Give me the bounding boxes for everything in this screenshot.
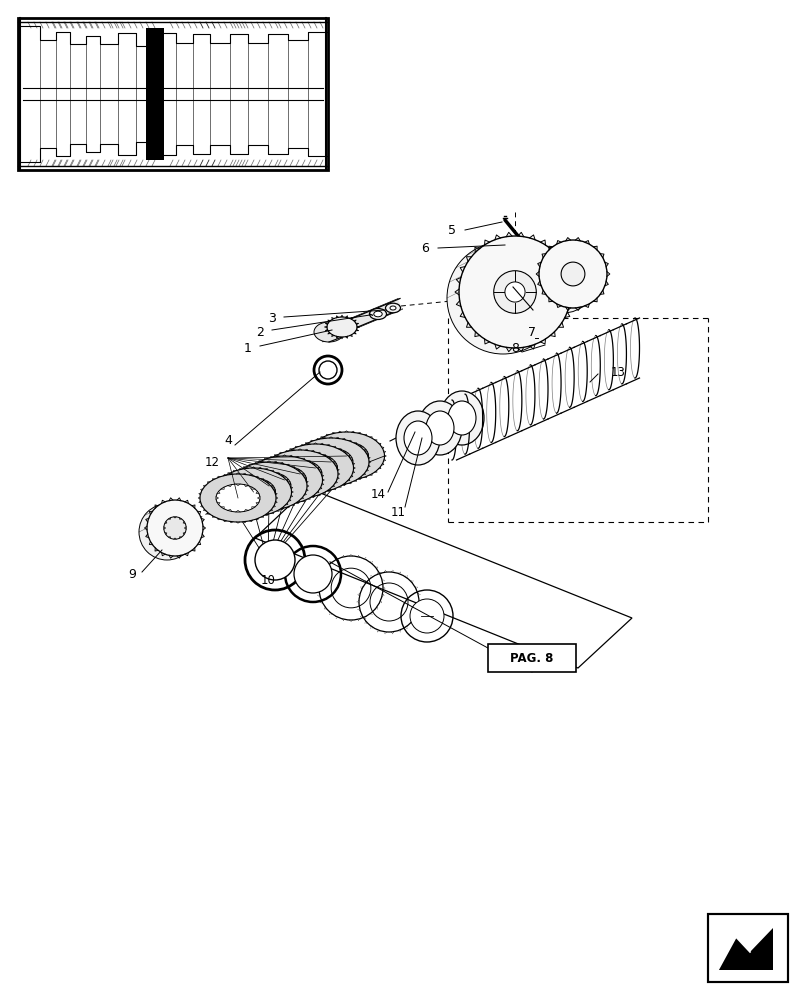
Bar — [18, 18, 328, 170]
Text: 9: 9 — [128, 568, 135, 581]
Ellipse shape — [247, 472, 290, 500]
Ellipse shape — [255, 540, 294, 580]
Text: 4: 4 — [224, 434, 232, 446]
Text: 7: 7 — [527, 326, 535, 338]
Text: 5: 5 — [448, 224, 456, 236]
Ellipse shape — [293, 438, 368, 486]
Ellipse shape — [426, 411, 453, 445]
Polygon shape — [320, 299, 401, 341]
Text: 14: 14 — [370, 488, 385, 502]
Ellipse shape — [308, 432, 384, 480]
Ellipse shape — [262, 450, 337, 498]
Ellipse shape — [324, 442, 368, 470]
Text: 12: 12 — [204, 456, 219, 468]
Ellipse shape — [396, 411, 440, 465]
Bar — [707, 914, 787, 982]
Ellipse shape — [216, 484, 260, 512]
Text: 3: 3 — [268, 312, 276, 324]
Ellipse shape — [418, 401, 461, 455]
Text: 11: 11 — [390, 505, 405, 518]
Ellipse shape — [200, 474, 276, 522]
Ellipse shape — [231, 478, 275, 506]
Ellipse shape — [277, 444, 353, 492]
Text: 13: 13 — [610, 365, 624, 378]
Ellipse shape — [385, 303, 400, 313]
Ellipse shape — [247, 456, 322, 504]
Ellipse shape — [147, 500, 203, 556]
Text: 2: 2 — [255, 326, 264, 338]
Ellipse shape — [215, 468, 291, 516]
Ellipse shape — [293, 454, 337, 482]
Bar — [18, 18, 328, 170]
Ellipse shape — [440, 391, 483, 445]
Ellipse shape — [164, 517, 186, 539]
Text: 10: 10 — [260, 573, 275, 586]
Ellipse shape — [493, 271, 535, 313]
Text: 6: 6 — [421, 241, 428, 254]
Ellipse shape — [277, 460, 322, 488]
Bar — [146, 28, 164, 160]
Ellipse shape — [139, 504, 195, 560]
Ellipse shape — [458, 236, 570, 348]
Ellipse shape — [528, 245, 596, 313]
Ellipse shape — [404, 421, 431, 455]
Bar — [487, 644, 575, 672]
Ellipse shape — [446, 242, 558, 354]
Bar — [707, 914, 787, 982]
Polygon shape — [717, 928, 772, 970]
Ellipse shape — [314, 322, 344, 342]
Ellipse shape — [309, 448, 353, 476]
Text: 8: 8 — [510, 342, 518, 355]
Ellipse shape — [539, 240, 607, 308]
Ellipse shape — [504, 282, 525, 302]
Ellipse shape — [369, 308, 386, 320]
Ellipse shape — [448, 401, 475, 435]
Ellipse shape — [319, 361, 337, 379]
Ellipse shape — [389, 306, 396, 310]
Ellipse shape — [560, 262, 584, 286]
Ellipse shape — [327, 317, 357, 337]
Ellipse shape — [294, 555, 332, 593]
Ellipse shape — [262, 466, 306, 494]
Ellipse shape — [230, 462, 307, 510]
Text: PAG. 8: PAG. 8 — [509, 652, 553, 664]
Ellipse shape — [373, 311, 382, 317]
Text: 1: 1 — [244, 342, 251, 355]
Ellipse shape — [410, 599, 444, 633]
